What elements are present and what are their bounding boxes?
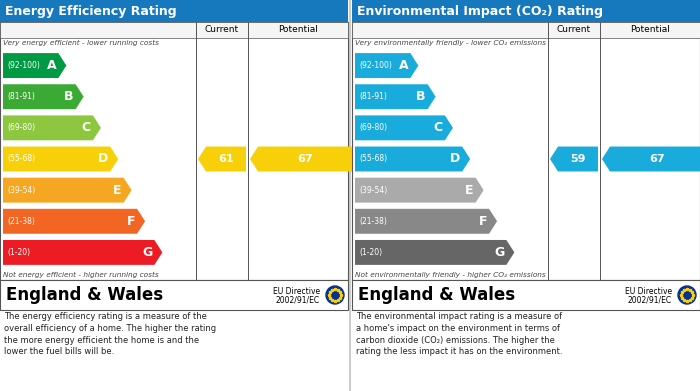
Text: F: F bbox=[127, 215, 135, 228]
Circle shape bbox=[678, 286, 696, 304]
Bar bbox=[352, 280, 700, 310]
Text: D: D bbox=[98, 152, 108, 165]
Text: (21-38): (21-38) bbox=[359, 217, 387, 226]
Polygon shape bbox=[3, 209, 145, 234]
Text: A: A bbox=[47, 59, 57, 72]
Text: 61: 61 bbox=[218, 154, 234, 164]
Text: England & Wales: England & Wales bbox=[358, 286, 515, 304]
Bar bbox=[0, 0, 348, 22]
Text: D: D bbox=[450, 152, 460, 165]
Text: C: C bbox=[82, 121, 91, 135]
Text: E: E bbox=[113, 184, 122, 197]
Text: EU Directive: EU Directive bbox=[273, 287, 320, 296]
Bar bbox=[0, 22, 348, 280]
Polygon shape bbox=[550, 147, 598, 172]
Polygon shape bbox=[602, 147, 700, 172]
Text: 67: 67 bbox=[649, 154, 665, 164]
Text: Current: Current bbox=[205, 25, 239, 34]
Text: Potential: Potential bbox=[630, 25, 670, 34]
Text: (55-68): (55-68) bbox=[359, 154, 387, 163]
Text: (69-80): (69-80) bbox=[359, 123, 387, 133]
Text: Current: Current bbox=[557, 25, 591, 34]
Text: England & Wales: England & Wales bbox=[6, 286, 163, 304]
Polygon shape bbox=[3, 84, 83, 109]
Text: (81-91): (81-91) bbox=[7, 92, 35, 101]
Text: Not environmentally friendly - higher CO₂ emissions: Not environmentally friendly - higher CO… bbox=[355, 272, 546, 278]
Text: (1-20): (1-20) bbox=[7, 248, 30, 257]
Text: (92-100): (92-100) bbox=[7, 61, 40, 70]
Polygon shape bbox=[250, 147, 352, 172]
Bar bbox=[352, 0, 700, 22]
Polygon shape bbox=[355, 240, 514, 265]
Polygon shape bbox=[355, 209, 497, 234]
Polygon shape bbox=[355, 115, 453, 140]
Text: 2002/91/EC: 2002/91/EC bbox=[628, 296, 672, 305]
Bar bbox=[352, 22, 700, 280]
Polygon shape bbox=[355, 147, 470, 172]
Text: F: F bbox=[479, 215, 487, 228]
Text: (81-91): (81-91) bbox=[359, 92, 387, 101]
Text: (39-54): (39-54) bbox=[359, 186, 387, 195]
Polygon shape bbox=[355, 84, 435, 109]
Polygon shape bbox=[355, 53, 419, 78]
Text: (55-68): (55-68) bbox=[7, 154, 35, 163]
Polygon shape bbox=[3, 147, 118, 172]
Bar bbox=[0, 22, 348, 38]
Bar bbox=[0, 280, 348, 310]
Text: The energy efficiency rating is a measure of the
overall efficiency of a home. T: The energy efficiency rating is a measur… bbox=[4, 312, 216, 357]
Text: Very energy efficient - lower running costs: Very energy efficient - lower running co… bbox=[3, 40, 159, 46]
Polygon shape bbox=[3, 240, 162, 265]
Polygon shape bbox=[198, 147, 246, 172]
Text: A: A bbox=[399, 59, 408, 72]
Text: Not energy efficient - higher running costs: Not energy efficient - higher running co… bbox=[3, 272, 159, 278]
Text: (21-38): (21-38) bbox=[7, 217, 35, 226]
Text: (92-100): (92-100) bbox=[359, 61, 392, 70]
Circle shape bbox=[326, 286, 344, 304]
Text: E: E bbox=[465, 184, 474, 197]
Text: Very environmentally friendly - lower CO₂ emissions: Very environmentally friendly - lower CO… bbox=[355, 40, 546, 46]
Polygon shape bbox=[3, 178, 132, 203]
Text: G: G bbox=[494, 246, 505, 259]
Text: G: G bbox=[142, 246, 153, 259]
Text: 59: 59 bbox=[570, 154, 586, 164]
Text: B: B bbox=[64, 90, 74, 103]
Text: (1-20): (1-20) bbox=[359, 248, 382, 257]
Text: (69-80): (69-80) bbox=[7, 123, 35, 133]
Text: EU Directive: EU Directive bbox=[625, 287, 672, 296]
Bar bbox=[352, 22, 700, 38]
Text: 2002/91/EC: 2002/91/EC bbox=[276, 296, 320, 305]
Text: Potential: Potential bbox=[278, 25, 318, 34]
Text: Energy Efficiency Rating: Energy Efficiency Rating bbox=[5, 5, 176, 18]
Text: B: B bbox=[416, 90, 426, 103]
Text: The environmental impact rating is a measure of
a home's impact on the environme: The environmental impact rating is a mea… bbox=[356, 312, 563, 357]
Text: 67: 67 bbox=[298, 154, 313, 164]
Polygon shape bbox=[355, 178, 484, 203]
Text: C: C bbox=[434, 121, 443, 135]
Text: (39-54): (39-54) bbox=[7, 186, 35, 195]
Text: Environmental Impact (CO₂) Rating: Environmental Impact (CO₂) Rating bbox=[357, 5, 603, 18]
Polygon shape bbox=[3, 53, 66, 78]
Polygon shape bbox=[3, 115, 101, 140]
